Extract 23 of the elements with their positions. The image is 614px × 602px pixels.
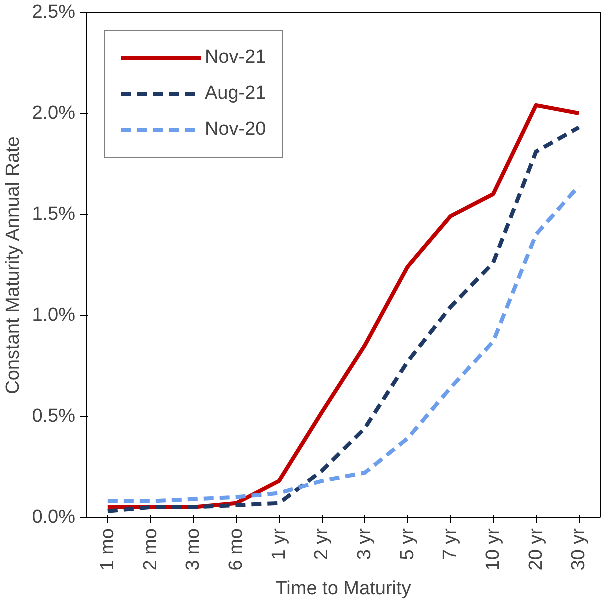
x-tick-label: 3 yr — [354, 528, 376, 560]
y-tick-label: 0.5% — [32, 406, 76, 427]
x-tick-label: 7 yr — [440, 528, 462, 560]
x-tick-label: 20 yr — [526, 528, 547, 571]
y-tick-label: 0.0% — [32, 507, 76, 528]
y-tick-label: 2.0% — [32, 103, 76, 124]
legend-label: Nov-21 — [205, 47, 266, 69]
x-tick-label: 2 yr — [312, 528, 333, 560]
x-tick-label: 30 yr — [568, 528, 590, 571]
x-tick-label: 1 yr — [268, 528, 290, 560]
x-tick-label: 2 mo — [140, 528, 162, 571]
x-axis-title: Time to Maturity — [276, 578, 412, 600]
x-tick-label: 1 mo — [97, 528, 118, 571]
y-tick-label: 1.0% — [32, 305, 76, 326]
y-tick-label: 2.5% — [32, 2, 76, 23]
x-tick-label: 3 mo — [183, 528, 204, 571]
x-tick-label: 6 mo — [226, 528, 247, 571]
legend-label: Aug-21 — [205, 83, 266, 105]
y-tick-label: 1.5% — [32, 204, 76, 225]
x-tick-label: 5 yr — [397, 528, 418, 560]
legend-label: Nov-20 — [205, 119, 266, 141]
y-axis-title: Constant Maturity Annual Rate — [3, 136, 24, 394]
x-tick-label: 10 yr — [482, 528, 504, 571]
